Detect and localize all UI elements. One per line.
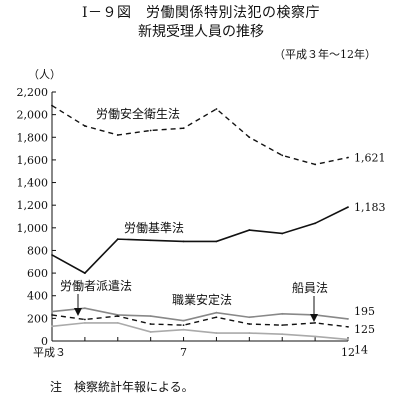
end-value-label: 125 bbox=[354, 323, 375, 336]
data-point bbox=[116, 134, 119, 136]
data-point bbox=[314, 335, 317, 338]
data-point bbox=[215, 240, 218, 243]
y-tick-label: 2,200 bbox=[17, 86, 49, 99]
data-point bbox=[149, 239, 152, 242]
end-value-label: 14 bbox=[354, 343, 368, 356]
data-point bbox=[149, 331, 152, 333]
end-value-label: 195 bbox=[354, 305, 375, 318]
data-point bbox=[182, 324, 185, 327]
pointer-arrowhead bbox=[310, 314, 318, 322]
series-line-5 bbox=[51, 322, 349, 341]
pointer-arrowhead bbox=[74, 308, 82, 316]
y-tick-label: 800 bbox=[27, 244, 48, 257]
data-point bbox=[314, 163, 317, 166]
data-point bbox=[281, 154, 284, 157]
data-point bbox=[347, 206, 349, 209]
data-point bbox=[248, 136, 251, 139]
data-point bbox=[281, 312, 284, 315]
data-point bbox=[248, 316, 251, 319]
x-tick-label: 12 bbox=[341, 346, 355, 359]
y-tick-label: 1,600 bbox=[17, 154, 49, 167]
source-note: 注 検察統計年報による。 bbox=[50, 380, 194, 394]
y-tick-label: 600 bbox=[27, 267, 48, 280]
series-name-label: 労働基準法 bbox=[124, 220, 184, 235]
data-point bbox=[281, 232, 284, 235]
data-point bbox=[182, 127, 185, 130]
y-tick-label: 1,800 bbox=[17, 131, 49, 144]
data-point bbox=[248, 229, 251, 231]
data-point bbox=[182, 328, 185, 331]
data-point bbox=[347, 325, 349, 328]
series-name-label: 労働安全衛生法 bbox=[96, 106, 180, 121]
data-point bbox=[281, 324, 284, 327]
series-name-label: 職業安定法 bbox=[172, 292, 232, 307]
y-tick-label: 2,000 bbox=[17, 109, 49, 122]
y-tick-label: 0 bbox=[41, 335, 48, 348]
chart-subtitle: （平成３年～12年） bbox=[274, 48, 376, 61]
data-point bbox=[51, 104, 53, 107]
x-tick-label: 平成３ bbox=[33, 346, 66, 359]
series-line-1 bbox=[51, 104, 349, 166]
data-point bbox=[51, 314, 53, 316]
data-point bbox=[215, 332, 218, 334]
x-tick-label: 7 bbox=[180, 346, 187, 359]
data-point bbox=[182, 240, 185, 243]
series-line-3 bbox=[51, 307, 349, 322]
series-name-label: 船員法 bbox=[292, 281, 328, 295]
series-line-2 bbox=[51, 206, 349, 275]
y-tick-label: 200 bbox=[27, 312, 48, 325]
chart-title-line2: 新規受理人員の推移 bbox=[138, 24, 264, 40]
data-point bbox=[248, 332, 251, 334]
data-point bbox=[215, 311, 218, 314]
y-tick-label: 1,000 bbox=[17, 222, 49, 235]
data-point bbox=[182, 319, 185, 322]
data-point bbox=[116, 315, 119, 317]
data-point bbox=[314, 321, 317, 324]
y-tick-label: 1,400 bbox=[17, 177, 49, 190]
data-point bbox=[314, 222, 317, 225]
data-point bbox=[215, 108, 218, 110]
data-point bbox=[347, 318, 349, 320]
data-point bbox=[215, 316, 218, 319]
data-point bbox=[347, 338, 349, 341]
data-point bbox=[281, 333, 284, 336]
data-point bbox=[83, 321, 86, 324]
data-point bbox=[116, 238, 119, 241]
data-point bbox=[83, 272, 86, 274]
y-tick-label: 400 bbox=[27, 290, 48, 303]
y-axis-unit-label: （人） bbox=[28, 68, 61, 81]
series-name-label: 労働者派遣法 bbox=[60, 278, 132, 293]
end-value-label: 1,621 bbox=[354, 152, 386, 165]
data-point bbox=[347, 156, 349, 159]
data-point bbox=[149, 315, 152, 317]
y-tick-label: 1,200 bbox=[17, 199, 49, 212]
data-point bbox=[116, 321, 119, 324]
data-point bbox=[149, 323, 152, 325]
series-line-4 bbox=[51, 314, 349, 328]
data-point bbox=[149, 129, 152, 132]
data-point bbox=[83, 318, 86, 321]
data-point bbox=[248, 323, 251, 325]
data-point bbox=[83, 125, 86, 127]
data-point bbox=[51, 310, 53, 313]
data-point bbox=[83, 307, 86, 310]
end-value-label: 1,183 bbox=[354, 201, 386, 214]
data-point bbox=[51, 325, 53, 328]
data-point bbox=[51, 254, 53, 256]
chart-title-line1: Ⅰ－９図 労働関係特別法犯の検察庁 bbox=[81, 5, 321, 21]
